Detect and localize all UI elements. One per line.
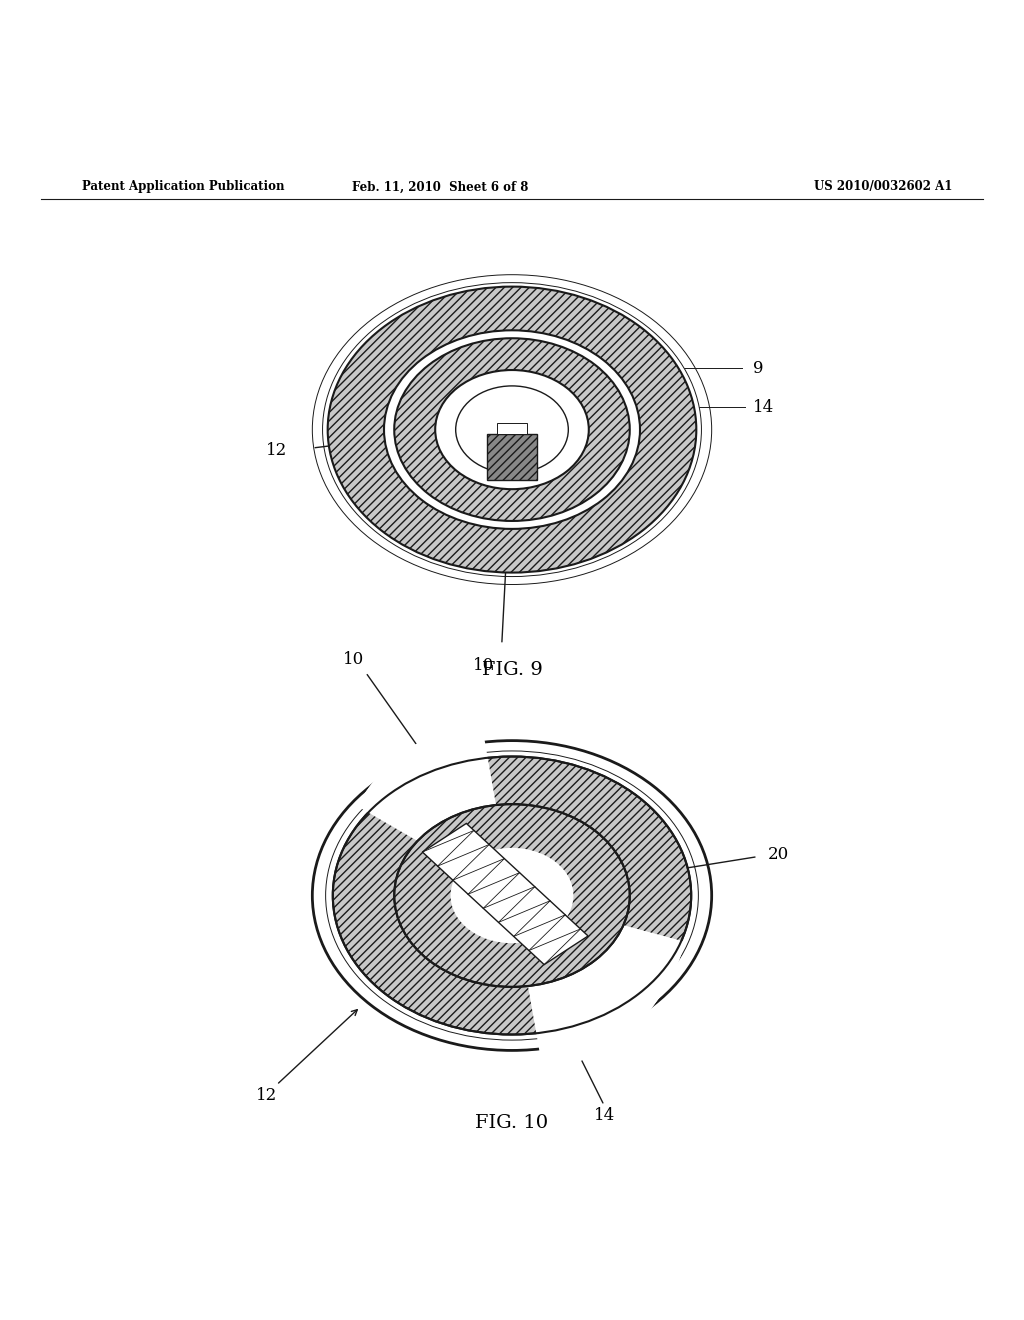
Text: 14: 14 bbox=[594, 1107, 615, 1125]
Ellipse shape bbox=[451, 847, 573, 944]
Text: FIG. 10: FIG. 10 bbox=[475, 1114, 549, 1131]
Ellipse shape bbox=[435, 370, 589, 490]
Text: 14: 14 bbox=[753, 399, 774, 416]
Text: 20: 20 bbox=[768, 846, 790, 863]
Wedge shape bbox=[512, 895, 685, 1032]
Text: Feb. 11, 2010  Sheet 6 of 8: Feb. 11, 2010 Sheet 6 of 8 bbox=[352, 181, 528, 194]
Ellipse shape bbox=[456, 385, 568, 474]
Polygon shape bbox=[422, 824, 588, 965]
Text: US 2010/0032602 A1: US 2010/0032602 A1 bbox=[814, 181, 952, 194]
Ellipse shape bbox=[328, 286, 696, 573]
Text: 10: 10 bbox=[343, 652, 364, 668]
Wedge shape bbox=[366, 727, 512, 895]
Text: FIG. 9: FIG. 9 bbox=[481, 661, 543, 680]
Wedge shape bbox=[366, 727, 512, 895]
Ellipse shape bbox=[326, 751, 698, 1040]
Ellipse shape bbox=[333, 756, 691, 1035]
Text: 12: 12 bbox=[266, 442, 288, 458]
Bar bbox=[497, 424, 527, 434]
Ellipse shape bbox=[394, 338, 630, 521]
Text: Patent Application Publication: Patent Application Publication bbox=[82, 181, 285, 194]
Ellipse shape bbox=[394, 804, 630, 987]
Bar bbox=[487, 434, 537, 479]
Text: 9: 9 bbox=[753, 359, 763, 376]
Ellipse shape bbox=[323, 282, 701, 577]
Ellipse shape bbox=[312, 741, 712, 1051]
Text: 10: 10 bbox=[473, 656, 494, 673]
Ellipse shape bbox=[384, 330, 640, 529]
Wedge shape bbox=[356, 719, 512, 895]
Wedge shape bbox=[512, 895, 685, 1032]
Text: 12: 12 bbox=[256, 1086, 278, 1104]
Wedge shape bbox=[512, 895, 668, 1072]
Ellipse shape bbox=[312, 275, 712, 585]
